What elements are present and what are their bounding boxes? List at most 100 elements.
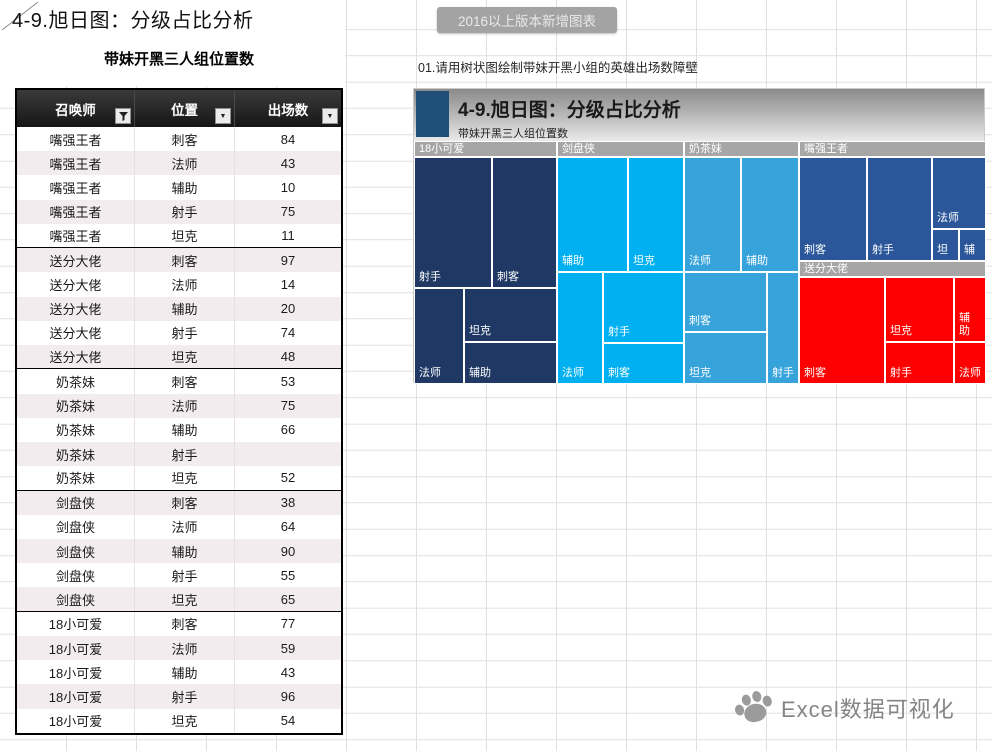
position-cell[interactable]: 射手 (135, 442, 235, 467)
summoner-cell[interactable]: 18小可爱 (17, 660, 135, 685)
summoner-cell[interactable]: 奶茶妹 (17, 417, 135, 443)
summoner-cell[interactable]: 送分大佬 (17, 345, 135, 369)
count-cell[interactable]: 64 (280, 519, 296, 535)
position-cell[interactable]: 法师 (135, 151, 235, 176)
treemap-cell[interactable]: 射手 (767, 272, 799, 384)
treemap-cell[interactable]: 刺客 (799, 157, 867, 261)
position-cell[interactable]: 坦克 (135, 466, 235, 490)
position-cell[interactable]: 法师 (135, 635, 235, 661)
treemap-cell[interactable]: 刺客 (684, 272, 767, 332)
count-cell[interactable]: 43 (280, 664, 296, 680)
header-cell-position[interactable]: 位置 ▼ (135, 90, 235, 127)
count-cell[interactable]: 66 (280, 422, 296, 438)
treemap-cell[interactable]: 坦克 (628, 157, 684, 272)
treemap-cell[interactable]: 辅助 (557, 157, 628, 272)
summoner-cell[interactable]: 奶茶妹 (17, 442, 135, 467)
summoner-cell[interactable]: 嘴强王者 (17, 199, 135, 224)
count-cell[interactable] (235, 442, 341, 466)
summoner-cell[interactable]: 剑盘侠 (17, 514, 135, 539)
treemap-cell[interactable]: 刺客 (603, 343, 684, 384)
treemap-cell[interactable]: 辅助 (464, 342, 557, 384)
treemap-cell[interactable]: 法师 (414, 288, 464, 384)
summoner-cell[interactable]: 嘴强王者 (17, 175, 135, 200)
position-cell[interactable]: 射手 (135, 199, 235, 224)
position-cell[interactable]: 刺客 (135, 369, 235, 394)
treemap-cell[interactable]: 坦 (932, 229, 959, 261)
summoner-cell[interactable]: 送分大佬 (17, 248, 135, 273)
count-cell[interactable]: 74 (280, 325, 296, 341)
count-cell[interactable]: 59 (280, 640, 296, 656)
summoner-cell[interactable]: 剑盘侠 (17, 587, 135, 611)
treemap-group-label[interactable]: 剑盘侠 (557, 141, 684, 157)
position-cell[interactable]: 刺客 (135, 127, 235, 152)
summoner-cell[interactable]: 剑盘侠 (17, 538, 135, 564)
count-cell[interactable]: 84 (280, 131, 296, 147)
treemap-group-label[interactable]: 奶茶妹 (684, 141, 799, 157)
treemap-cell[interactable]: 刺客 (492, 157, 557, 288)
count-cell[interactable]: 48 (280, 349, 296, 365)
position-cell[interactable]: 法师 (135, 272, 235, 297)
treemap-group-label[interactable]: 18小可爱 (414, 141, 557, 157)
treemap-cell[interactable]: 射手 (414, 157, 492, 288)
summoner-cell[interactable]: 送分大佬 (17, 296, 135, 321)
position-cell[interactable]: 射手 (135, 563, 235, 588)
count-cell[interactable]: 14 (280, 277, 296, 293)
treemap-chart[interactable]: 4-9.旭日图：分级占比分析 带妹开黑三人组位置数 18小可爱 射手 刺客 法师 坦克辅… (413, 88, 986, 384)
count-cell[interactable]: 11 (281, 228, 295, 244)
count-cell[interactable]: 43 (280, 155, 296, 171)
count-cell[interactable]: 10 (280, 180, 296, 196)
treemap-area[interactable]: 18小可爱 射手 刺客 法师 坦克 辅助 剑盘侠 辅助 坦克 法师 射手 刺客 奶茶妹 法师 辅助 刺客 坦克射… (414, 141, 986, 384)
position-cell[interactable]: 辅助 (135, 417, 235, 443)
treemap-cell[interactable]: 法师 (954, 342, 986, 384)
treemap-cell[interactable]: 坦克 (885, 277, 954, 342)
count-cell[interactable]: 75 (280, 398, 296, 414)
count-cell[interactable]: 54 (280, 713, 296, 729)
position-cell[interactable]: 坦克 (135, 708, 235, 733)
count-cell[interactable]: 55 (280, 567, 296, 583)
summoner-cell[interactable]: 送分大佬 (17, 272, 135, 297)
count-cell[interactable]: 97 (280, 252, 296, 268)
position-cell[interactable]: 射手 (135, 320, 235, 346)
treemap-cell[interactable]: 辅 (959, 229, 986, 261)
summoner-cell[interactable]: 18小可爱 (17, 708, 135, 733)
treemap-cell[interactable]: 坦克 (464, 288, 557, 342)
summoner-cell[interactable]: 剑盘侠 (17, 563, 135, 588)
treemap-cell[interactable]: 法师 (557, 272, 603, 384)
summoner-cell[interactable]: 嘴强王者 (17, 223, 135, 248)
count-cell[interactable]: 90 (280, 543, 296, 559)
count-cell[interactable]: 53 (280, 373, 296, 389)
treemap-cell[interactable]: 射手 (867, 157, 932, 261)
position-cell[interactable]: 坦克 (135, 345, 235, 369)
filter-funnel-icon[interactable] (115, 108, 131, 124)
treemap-cell[interactable]: 坦克 (684, 332, 767, 384)
summoner-cell[interactable]: 奶茶妹 (17, 369, 135, 394)
position-cell[interactable]: 辅助 (135, 538, 235, 564)
treemap-cell[interactable]: 刺客 (799, 277, 885, 384)
summoner-cell[interactable]: 嘴强王者 (17, 127, 135, 152)
count-cell[interactable]: 75 (280, 204, 296, 220)
treemap-cell[interactable]: 射手 (603, 272, 684, 343)
treemap-cell[interactable]: 法师 (684, 157, 741, 272)
count-cell[interactable]: 77 (280, 616, 296, 632)
treemap-group-label[interactable]: 嘴强王者 (799, 141, 986, 157)
treemap-group-label[interactable]: 送分大佬 (799, 261, 986, 277)
summoner-cell[interactable]: 18小可爱 (17, 684, 135, 709)
position-cell[interactable]: 法师 (135, 393, 235, 418)
summoner-cell[interactable]: 18小可爱 (17, 635, 135, 661)
position-cell[interactable]: 辅助 (135, 296, 235, 321)
position-cell[interactable]: 刺客 (135, 490, 235, 515)
position-cell[interactable]: 辅助 (135, 175, 235, 200)
treemap-cell[interactable]: 法师 (932, 157, 986, 229)
treemap-cell[interactable]: 射手 (885, 342, 954, 384)
count-cell[interactable]: 65 (280, 591, 296, 607)
position-cell[interactable]: 辅助 (135, 660, 235, 685)
summoner-cell[interactable]: 剑盘侠 (17, 490, 135, 515)
count-cell[interactable]: 20 (280, 301, 296, 317)
summoner-cell[interactable]: 18小可爱 (17, 611, 135, 636)
position-cell[interactable]: 刺客 (135, 248, 235, 273)
summoner-cell[interactable]: 奶茶妹 (17, 466, 135, 490)
position-cell[interactable]: 刺客 (135, 611, 235, 636)
position-cell[interactable]: 射手 (135, 684, 235, 709)
header-cell-count[interactable]: 出场数 ▼ (235, 90, 341, 127)
summoner-cell[interactable]: 送分大佬 (17, 320, 135, 346)
